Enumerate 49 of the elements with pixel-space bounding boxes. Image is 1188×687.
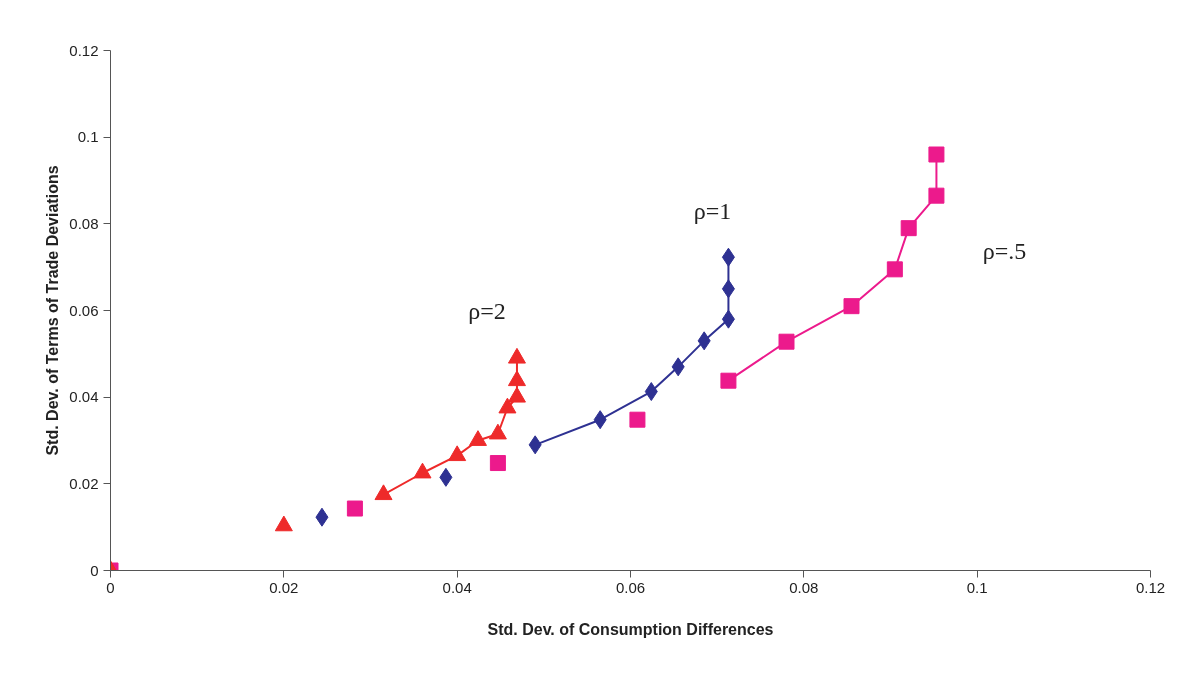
y-tick-label: 0.06 [69, 301, 99, 319]
point [644, 382, 658, 402]
y-tick-label: 0.08 [69, 214, 99, 232]
y-axis-title: Std. Dev. of Terms of Trade Deviations [44, 165, 62, 456]
point [697, 331, 711, 351]
point [721, 309, 735, 329]
point [778, 333, 795, 350]
series-label: ρ=2 [468, 298, 506, 325]
point [507, 386, 526, 403]
y-tick-label: 0.04 [69, 388, 99, 406]
point [528, 435, 542, 455]
point [413, 462, 432, 479]
point [448, 445, 467, 462]
point [498, 397, 517, 414]
point [721, 247, 735, 267]
point [886, 261, 903, 278]
x-tick-label: 0.08 [789, 578, 819, 596]
x-axis-title: Std. Dev. of Consumption Differences [487, 620, 774, 638]
y-tick-label: 0 [90, 561, 99, 579]
point [507, 370, 526, 387]
point [315, 507, 329, 527]
point [900, 220, 917, 237]
point [593, 410, 607, 430]
point [468, 430, 487, 446]
x-tick-label: 0.02 [269, 578, 299, 596]
x-tick-label: 0 [106, 578, 115, 596]
x-tick-label: 0.04 [442, 578, 472, 596]
point [671, 357, 685, 377]
y-tick-label: 0.02 [69, 474, 99, 492]
point [374, 484, 393, 501]
series-label: ρ=1 [693, 198, 732, 225]
point [346, 500, 363, 517]
x-tick-label: 0.12 [1135, 578, 1166, 596]
text: ρ=.5 [982, 237, 1027, 264]
point [274, 515, 293, 532]
point [629, 411, 646, 428]
point [928, 187, 945, 204]
point [928, 146, 945, 163]
point [488, 423, 507, 440]
point [721, 279, 735, 299]
point [720, 372, 737, 389]
point [489, 455, 506, 472]
x-tick-label: 0.1 [966, 578, 988, 596]
y-tick-label: 0.1 [77, 128, 99, 146]
y-tick-label: 0.12 [69, 41, 99, 59]
point [439, 467, 453, 487]
x-tick-label: 0.06 [615, 578, 646, 596]
point [507, 347, 526, 364]
point [843, 298, 860, 315]
